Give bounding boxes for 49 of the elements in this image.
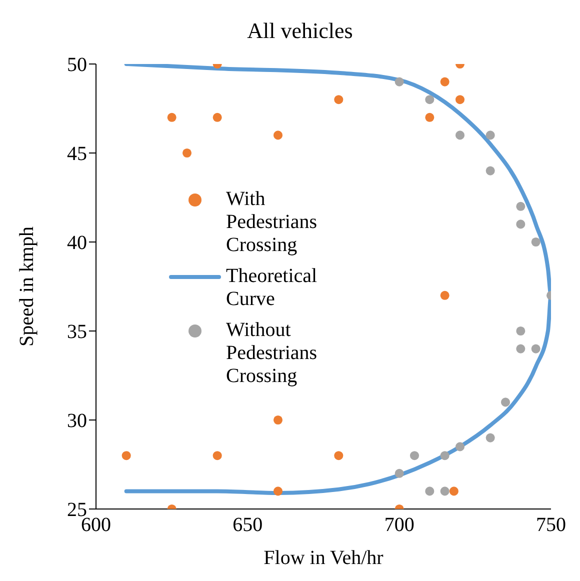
point xyxy=(273,486,283,496)
point xyxy=(273,130,283,140)
chart-title: All vehicles xyxy=(247,18,353,43)
y-tick-label: 50 xyxy=(67,54,87,76)
point xyxy=(516,326,526,336)
point xyxy=(394,77,404,86)
point xyxy=(167,112,176,122)
point xyxy=(531,237,540,247)
point xyxy=(531,344,540,354)
x-axis-title: Flow in Veh/hr xyxy=(264,547,384,569)
point xyxy=(486,433,495,442)
point xyxy=(440,451,450,460)
point xyxy=(212,112,222,122)
point xyxy=(486,166,495,176)
point xyxy=(122,451,131,460)
legend-label: With Pedestrians Crossing xyxy=(226,188,318,257)
point xyxy=(500,398,510,407)
point xyxy=(516,202,526,211)
x-tick-label: 750 xyxy=(536,514,566,536)
y-axis-title: Speed in kmph xyxy=(16,226,38,346)
x-tick-label: 700 xyxy=(384,514,414,536)
point xyxy=(334,95,344,104)
point xyxy=(440,77,450,86)
point xyxy=(334,451,344,460)
point xyxy=(455,130,465,140)
line-series xyxy=(124,64,551,495)
point xyxy=(455,442,465,452)
point xyxy=(394,468,404,478)
point xyxy=(425,112,434,122)
point xyxy=(486,130,495,140)
point xyxy=(410,451,420,460)
point xyxy=(516,344,526,354)
y-tick-label: 30 xyxy=(67,410,87,432)
y-tick-label: 45 xyxy=(67,143,87,166)
point xyxy=(516,220,526,229)
x-tick-label: 650 xyxy=(232,514,263,536)
point xyxy=(440,290,450,300)
legend-label: Without Pedestrians Crossing xyxy=(226,319,318,388)
point xyxy=(425,486,434,496)
point xyxy=(449,486,458,496)
point xyxy=(212,451,222,460)
point xyxy=(440,486,450,496)
y-tick-label: 35 xyxy=(67,321,87,344)
point xyxy=(273,415,283,425)
point xyxy=(455,95,465,104)
point xyxy=(425,95,434,104)
point xyxy=(182,148,192,158)
y-tick-label: 40 xyxy=(67,232,87,254)
legend-label: Theoretical Curve xyxy=(226,265,318,311)
